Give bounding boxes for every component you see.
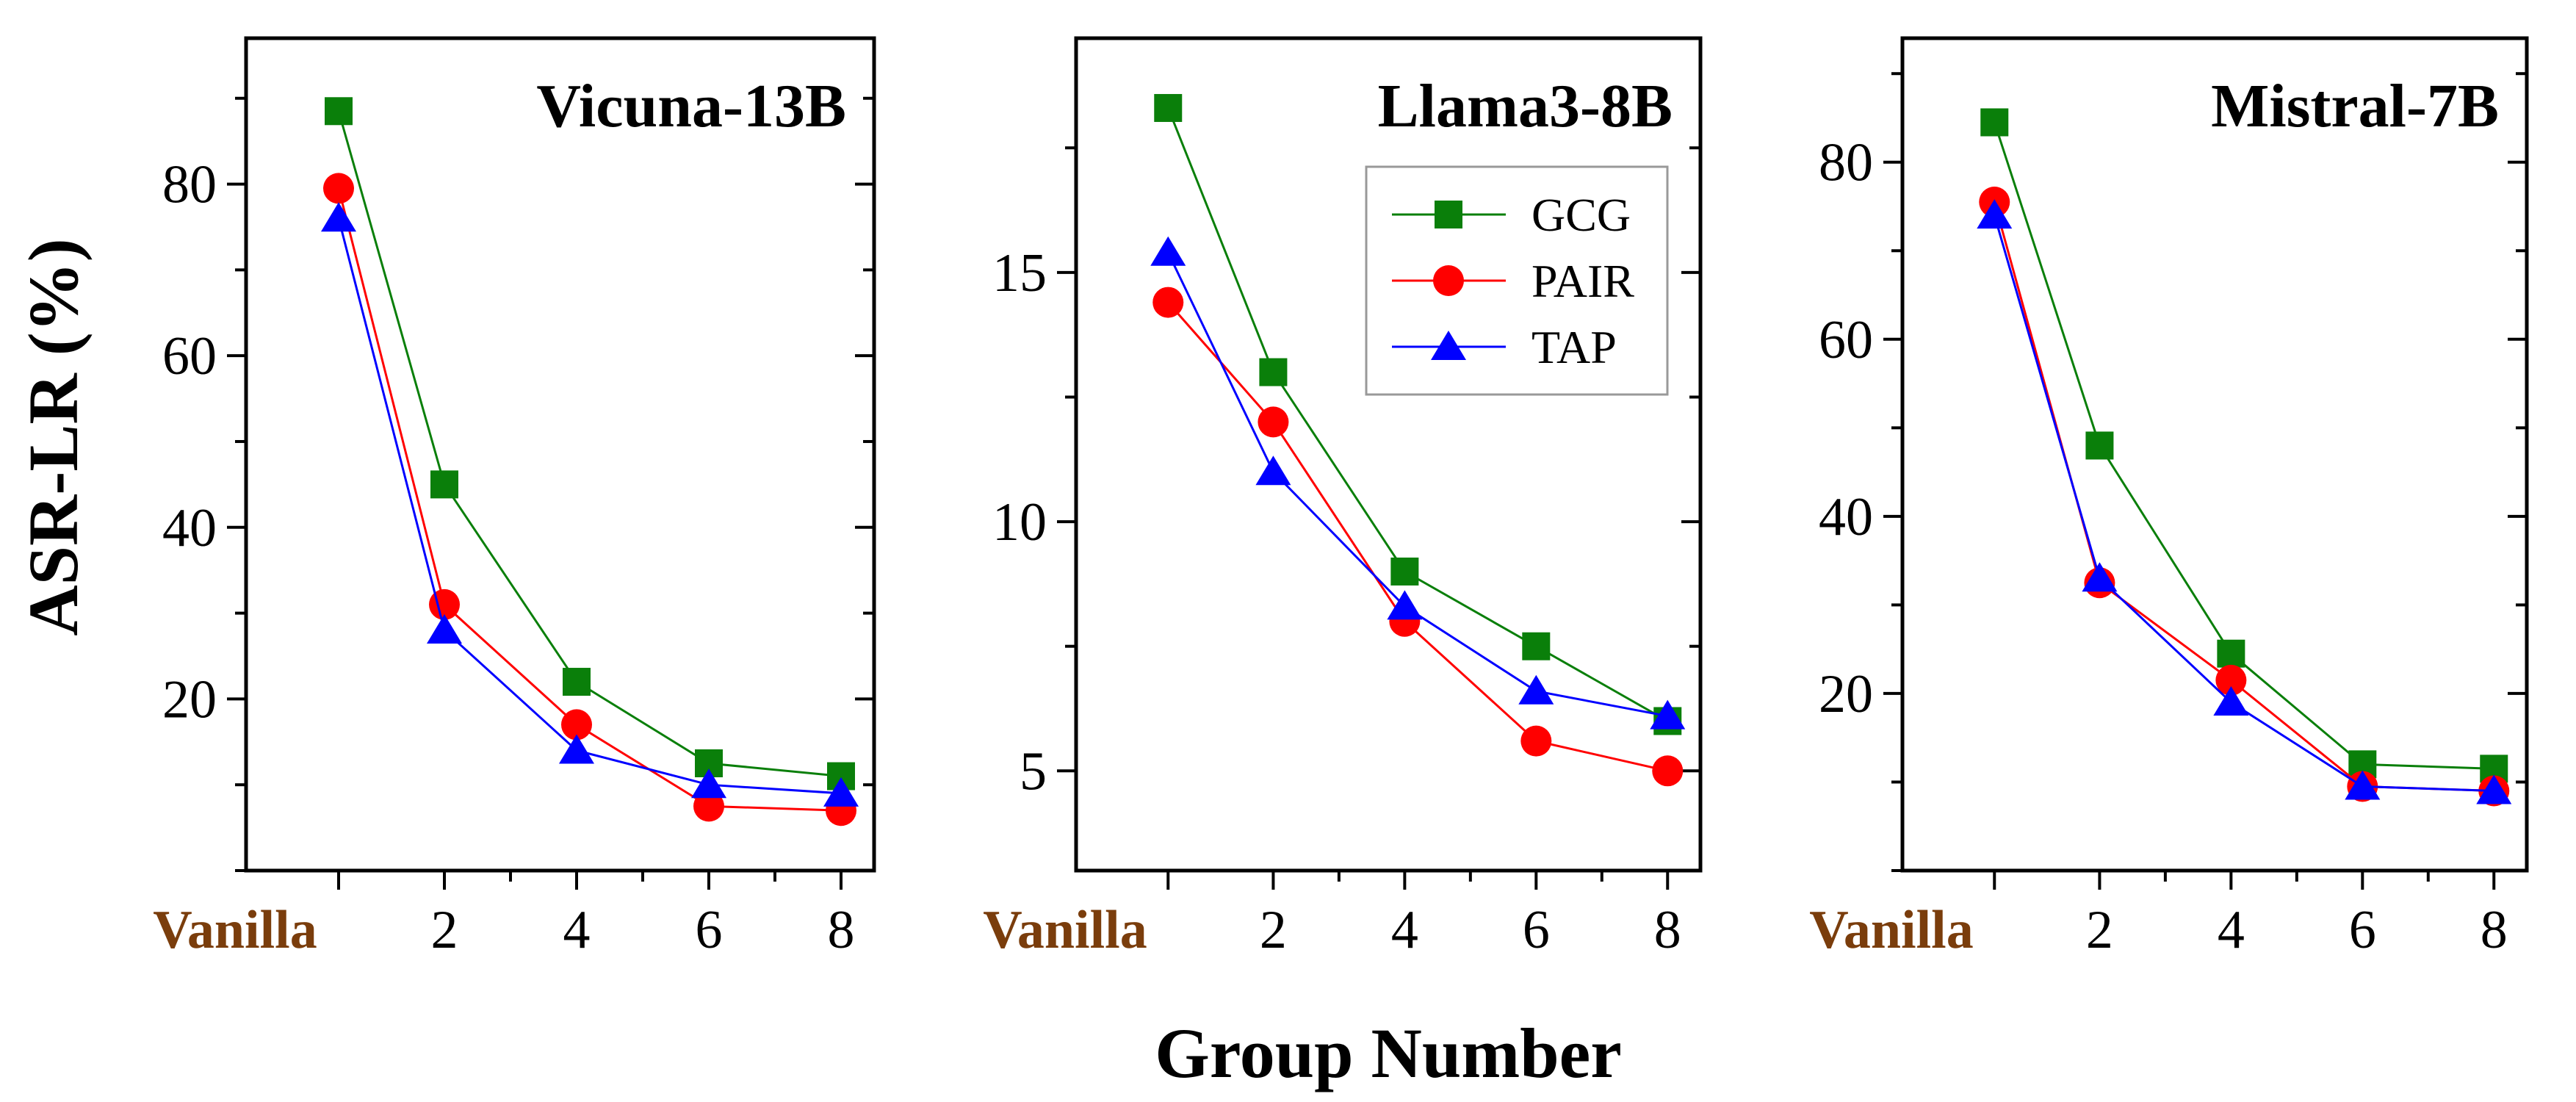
data-point-tap [1150,236,1186,266]
data-point-gcg [1259,358,1288,386]
legend-marker-tap [1431,331,1466,360]
legend: GCG PAIR TAP [1365,165,1669,396]
y-tick-label: 60 [162,326,217,386]
data-point-tap [2213,685,2249,716]
data-point-pair [693,791,724,822]
x-tick-label: 2 [431,900,458,960]
data-point-tap [1977,199,2013,229]
y-tick-label: 40 [1819,487,1873,547]
x-tick-label: 8 [828,900,855,960]
panel-title: Llama3-8B [1378,72,1673,140]
x-axis-title: Group Number [1155,1014,1622,1092]
series-pair [323,173,856,826]
x-tick-label: 2 [2086,900,2113,960]
panel-title: Mistral-7B [2211,72,2499,140]
data-point-gcg [2217,639,2245,668]
x-tick-label: 6 [1523,900,1550,960]
data-point-tap [2345,770,2381,800]
data-point-pair [323,173,354,204]
data-point-tap [1255,455,1291,486]
chart-panel-3: 20 40 60 80 Vanilla 2 4 6 8 Mistral-7B [1809,36,2529,960]
legend-marker-pair [1433,265,1464,296]
series-gcg [1980,108,2508,783]
series-line-tap [337,217,842,795]
chart-panel-2: 5 10 15 Vanilla 2 4 6 8 Llama3-8B GCG PAIR TAP [983,36,1703,960]
x-tick-label: 8 [1654,900,1681,960]
y-tick-label: 20 [162,669,217,730]
series-tap [1150,236,1686,730]
data-point-gcg [1154,93,1183,122]
y-tick-label: 20 [1819,664,1873,724]
panel-title: Vicuna-13B [536,72,846,140]
y-tick-label: 60 [1819,310,1873,370]
y-tick-label: 15 [992,243,1047,303]
y-tick-label: 10 [992,492,1047,552]
series-line-gcg [1993,122,2494,770]
legend-marker-gcg [1435,201,1462,228]
y-axis-title: ASR-LR (%) [14,238,93,635]
x-tick-label: 4 [2218,900,2245,960]
plot-frame [244,36,876,873]
y-tick-label: 5 [1020,741,1047,802]
series-line-pair [1993,201,2494,793]
data-point-gcg [1390,557,1419,586]
data-point-tap [691,768,726,799]
data-point-pair [1258,406,1289,438]
data-point-pair [1652,755,1684,787]
data-point-tap [559,734,594,764]
legend-label-pair: PAIR [1531,255,1634,307]
legend-label-tap: TAP [1531,321,1617,373]
x-tick-label: 6 [696,900,723,960]
x-tick-label: 6 [2349,900,2376,960]
data-point-tap [1518,674,1554,705]
plot-frame [1900,36,2529,873]
data-point-tap [1387,590,1423,620]
data-point-tap [2082,562,2118,592]
x-tick-label: 4 [1391,900,1418,960]
data-point-tap [1650,699,1686,730]
series-tap [321,202,859,807]
x-tick-label: 2 [1260,900,1287,960]
y-tick-label: 80 [1819,133,1873,193]
data-point-tap [2476,774,2512,804]
plot-frame [1074,36,1703,873]
series-gcg [325,97,855,791]
legend-label-gcg: GCG [1531,189,1631,241]
panels: 20 40 60 80 Vanilla 2 4 6 8 Vicuna-13B 5 10 15 Vanill… [153,36,2529,960]
series-tap [1977,199,2512,804]
x-tick-label: 4 [563,900,591,960]
data-point-gcg [1522,632,1551,660]
data-point-gcg [430,470,458,499]
data-point-pair [1152,287,1184,318]
data-point-gcg [1980,108,2009,137]
y-tick-label: 80 [162,155,217,215]
data-point-tap [321,202,356,232]
data-point-gcg [325,97,353,126]
x-tick-label: 8 [2481,900,2508,960]
data-point-pair [1520,725,1552,757]
data-point-pair [561,709,592,741]
chart-panel-1: 20 40 60 80 Vanilla 2 4 6 8 Vicuna-13B [153,36,876,960]
x-tick-label-vanilla: Vanilla [983,900,1147,960]
data-point-tap [823,777,859,807]
data-point-pair [2215,664,2247,696]
data-point-gcg [563,668,591,696]
x-tick-label-vanilla: Vanilla [1809,900,1973,960]
y-tick-label: 40 [162,498,217,558]
data-point-tap [427,613,462,644]
series-line-tap [1993,215,2494,793]
x-tick-label-vanilla: Vanilla [153,900,317,960]
data-point-gcg [2085,431,2114,460]
